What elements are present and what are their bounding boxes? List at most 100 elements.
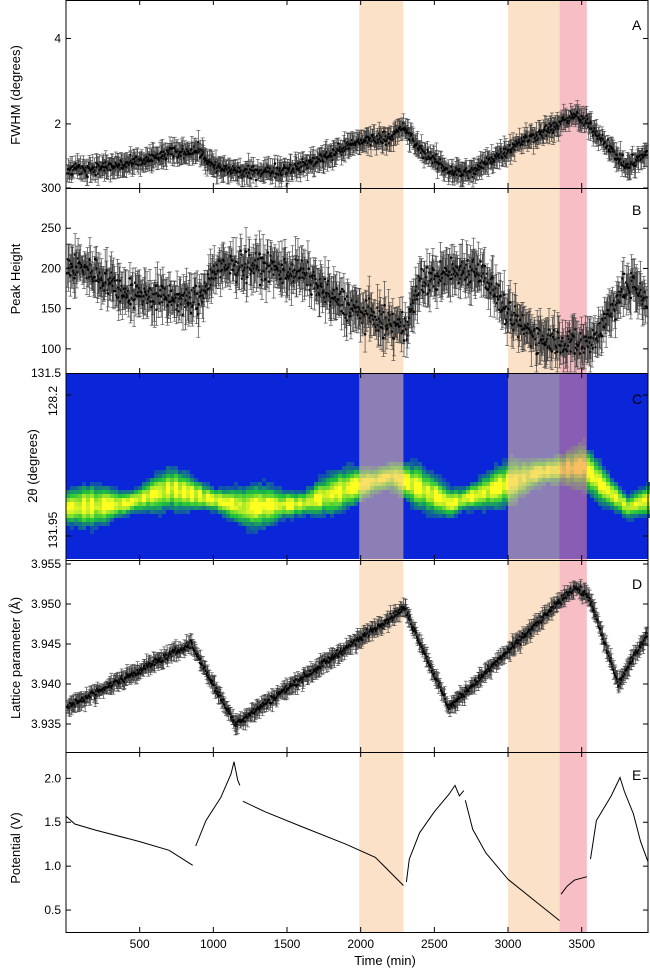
heatmap-cell: [498, 498, 502, 502]
heatmap-cell: [266, 518, 270, 522]
heatmap-cell: [622, 502, 626, 506]
heatmap-cell: [90, 514, 94, 518]
heatmap-cell: [338, 510, 342, 514]
heatmap-cell: [418, 498, 422, 502]
heatmap-cell: [226, 486, 230, 490]
heatmap-cell: [158, 490, 162, 494]
heatmap-cell: [146, 486, 150, 490]
heatmap-cell: [250, 490, 254, 494]
heatmap-cell: [310, 486, 314, 490]
heatmap-cell: [198, 502, 202, 506]
heatmap-cell: [102, 498, 106, 502]
heatmap-cell: [426, 490, 430, 494]
heatmap-cell: [410, 478, 414, 482]
heatmap-cell: [342, 486, 346, 490]
heatmap-cell: [334, 498, 338, 502]
heatmap-cell: [354, 478, 358, 482]
heatmap-cell: [630, 494, 634, 498]
heatmap-cell: [346, 478, 350, 482]
heatmap-cell: [270, 494, 274, 498]
heatmap-cell: [226, 494, 230, 498]
heatmap-cell: [106, 522, 110, 526]
heatmap-cell: [478, 494, 482, 498]
heatmap-cell: [294, 490, 298, 494]
heatmap-cell: [470, 498, 474, 502]
heatmap-cell: [590, 478, 594, 482]
heatmap-cell: [70, 490, 74, 494]
heatmap-cell: [418, 494, 422, 498]
data-point: [197, 140, 200, 144]
heatmap-cell: [266, 514, 270, 518]
heatmap-cell: [422, 510, 426, 514]
heatmap-cell: [346, 502, 350, 506]
heatmap-cell: [326, 490, 330, 494]
heatmap-cell: [494, 482, 498, 486]
heatmap-cell: [502, 506, 506, 510]
heatmap-cell: [402, 482, 406, 486]
heatmap-cell: [266, 510, 270, 514]
heatmap-cell: [466, 502, 470, 506]
heatmap-cell: [474, 506, 478, 510]
heatmap-cell: [306, 502, 310, 506]
heatmap-cell: [242, 510, 246, 514]
heatmap-cell: [598, 482, 602, 486]
heatmap-cell: [78, 526, 82, 530]
heatmap-cell: [434, 486, 438, 490]
heatmap-cell: [342, 470, 346, 474]
heatmap-cell: [266, 522, 270, 526]
heatmap-cell: [446, 490, 450, 494]
heatmap-cell: [642, 490, 646, 494]
heatmap-cell: [190, 486, 194, 490]
heatmap-cell: [490, 498, 494, 502]
heatmap-cell: [170, 466, 174, 470]
heatmap-cell: [262, 486, 266, 490]
heatmap-cell: [138, 502, 142, 506]
heatmap-cell: [162, 482, 166, 486]
heatmap-cell: [342, 474, 346, 478]
heatmap-cell: [190, 474, 194, 478]
heatmap-cell: [150, 494, 154, 498]
heatmap-cell: [450, 494, 454, 498]
heatmap-cell: [490, 470, 494, 474]
heatmap-cell: [406, 498, 410, 502]
heatmap-cell: [494, 462, 498, 466]
heatmap-cell: [598, 502, 602, 506]
heatmap-cell: [86, 490, 90, 494]
heatmap-cell: [402, 462, 406, 466]
heatmap-cell: [234, 486, 238, 490]
heatmap-cell: [78, 502, 82, 506]
heatmap-cell: [446, 498, 450, 502]
heatmap-cell: [122, 494, 126, 498]
heatmap-cell: [326, 502, 330, 506]
heatmap-cell: [422, 506, 426, 510]
heatmap-cell: [234, 502, 238, 506]
heatmap-cell: [122, 506, 126, 510]
heatmap-cell: [426, 478, 430, 482]
heatmap-cell: [74, 506, 78, 510]
heatmap-cell: [426, 470, 430, 474]
heatmap-cell: [70, 518, 74, 522]
heatmap-cell: [354, 494, 358, 498]
heatmap-cell: [434, 506, 438, 510]
heatmap-cell: [490, 482, 494, 486]
heatmap-cell: [254, 498, 258, 502]
heatmap-cell: [346, 474, 350, 478]
heatmap-cell: [454, 510, 458, 514]
heatmap-cell: [274, 494, 278, 498]
heatmap-cell: [278, 518, 282, 522]
heatmap-cell: [154, 494, 158, 498]
heatmap-cell: [174, 474, 178, 478]
heatmap-cell: [146, 490, 150, 494]
heatmap-cell: [594, 498, 598, 502]
heatmap-cell: [454, 490, 458, 494]
heatmap-cell: [254, 482, 258, 486]
heatmap-cell: [294, 494, 298, 498]
heatmap-cell: [218, 502, 222, 506]
heatmap-cell: [350, 498, 354, 502]
heatmap-cell: [410, 498, 414, 502]
heatmap-cell: [402, 470, 406, 474]
heatmap-cell: [158, 470, 162, 474]
heatmap-cell: [150, 486, 154, 490]
heatmap-cell: [290, 490, 294, 494]
heatmap-cell: [146, 498, 150, 502]
